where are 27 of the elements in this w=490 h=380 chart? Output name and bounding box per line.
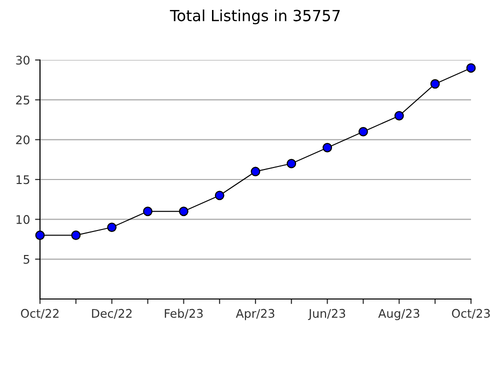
y-tick-label: 25 [16,96,30,104]
point [214,190,224,200]
x-tick-label: Jun/23 [308,308,346,320]
x-tick-label: Aug/23 [378,308,420,320]
x-tick-label: Apr/23 [236,308,274,320]
y-tick-label: 20 [16,135,30,144]
x-tick-label: Oct/22 [20,308,59,319]
x-tick-label: Oct/23 [452,308,490,319]
point [322,142,332,152]
point [107,222,117,232]
x-tick-label: Feb/23 [164,308,203,319]
y-tick-label: 10 [16,215,30,224]
point [71,230,81,240]
point [358,126,368,136]
y-tick-label: 30 [16,56,30,65]
x-tick-label: Dec/22 [92,308,132,319]
y-tick-label: 15 [16,175,30,184]
point [178,206,188,216]
point [286,158,296,168]
point [466,63,476,73]
point [143,206,152,216]
point [35,230,45,240]
point [430,79,440,89]
point [394,111,404,120]
y-tick-label: 5 [24,255,30,264]
chart-title: Total Listings in 35757 [170,10,340,24]
point [250,166,260,176]
